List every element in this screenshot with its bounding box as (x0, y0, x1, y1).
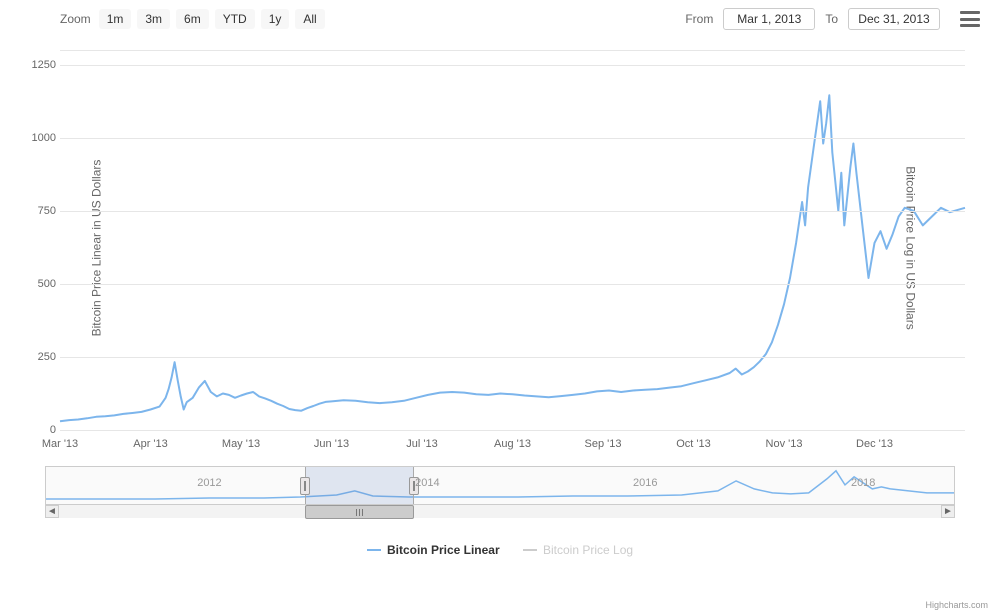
plot-area[interactable]: 025050075010001250Mar '13Apr '13May '13J… (60, 50, 965, 430)
legend-swatch-linear (367, 549, 381, 551)
price-line (60, 50, 965, 430)
navigator-year-label: 2018 (851, 477, 875, 489)
legend-item-log[interactable]: Bitcoin Price Log (523, 543, 633, 557)
zoom-1y-button[interactable]: 1y (261, 9, 290, 29)
x-tick: Oct '13 (676, 438, 711, 450)
legend-swatch-log (523, 549, 537, 551)
x-tick: Jun '13 (314, 438, 349, 450)
y-tick: 1000 (26, 132, 56, 144)
x-tick: Nov '13 (766, 438, 803, 450)
navigator-scroll-thumb[interactable] (305, 505, 414, 519)
zoom-1m-button[interactable]: 1m (99, 9, 132, 29)
scroll-right-icon[interactable]: ► (941, 505, 955, 518)
scroll-left-icon[interactable]: ◄ (45, 505, 59, 518)
x-tick: Apr '13 (133, 438, 168, 450)
navigator-mini-line (46, 467, 954, 505)
navigator-year-label: 2012 (197, 477, 221, 489)
navigator-year-label: 2016 (633, 477, 657, 489)
y-tick: 0 (26, 424, 56, 436)
zoom-label: Zoom (60, 12, 91, 26)
to-label: To (825, 12, 838, 26)
zoom-6m-button[interactable]: 6m (176, 9, 209, 29)
zoom-3m-button[interactable]: 3m (137, 9, 170, 29)
x-tick: Sep '13 (585, 438, 622, 450)
from-date-input[interactable] (723, 8, 815, 30)
x-tick: Jul '13 (406, 438, 437, 450)
price-chart: Bitcoin Price Linear in US Dollars Bitco… (30, 38, 970, 458)
legend: Bitcoin Price Linear Bitcoin Price Log (0, 540, 1000, 557)
x-tick: Dec '13 (856, 438, 893, 450)
y-tick: 250 (26, 351, 56, 363)
hamburger-menu-icon[interactable] (960, 11, 980, 27)
chart-toolbar: Zoom 1m 3m 6m YTD 1y All From To (0, 0, 1000, 38)
navigator-handle-left[interactable] (300, 477, 310, 495)
x-tick: Mar '13 (42, 438, 78, 450)
legend-label-linear: Bitcoin Price Linear (387, 543, 500, 557)
y-tick: 500 (26, 278, 56, 290)
zoom-ytd-button[interactable]: YTD (215, 9, 255, 29)
zoom-all-button[interactable]: All (295, 9, 324, 29)
y-tick: 750 (26, 205, 56, 217)
navigator-scrollbar[interactable]: ◄ ► (46, 504, 954, 518)
navigator-window[interactable] (305, 467, 414, 504)
legend-label-log: Bitcoin Price Log (543, 543, 633, 557)
x-tick: Aug '13 (494, 438, 531, 450)
navigator[interactable]: ◄ ► 2012 2014 2016 2018 (45, 466, 955, 518)
legend-item-linear[interactable]: Bitcoin Price Linear (367, 543, 500, 557)
credits[interactable]: Highcharts.com (925, 600, 988, 610)
to-date-input[interactable] (848, 8, 940, 30)
navigator-year-label: 2014 (415, 477, 439, 489)
x-tick: May '13 (222, 438, 260, 450)
from-label: From (685, 12, 713, 26)
y-tick: 1250 (26, 59, 56, 71)
